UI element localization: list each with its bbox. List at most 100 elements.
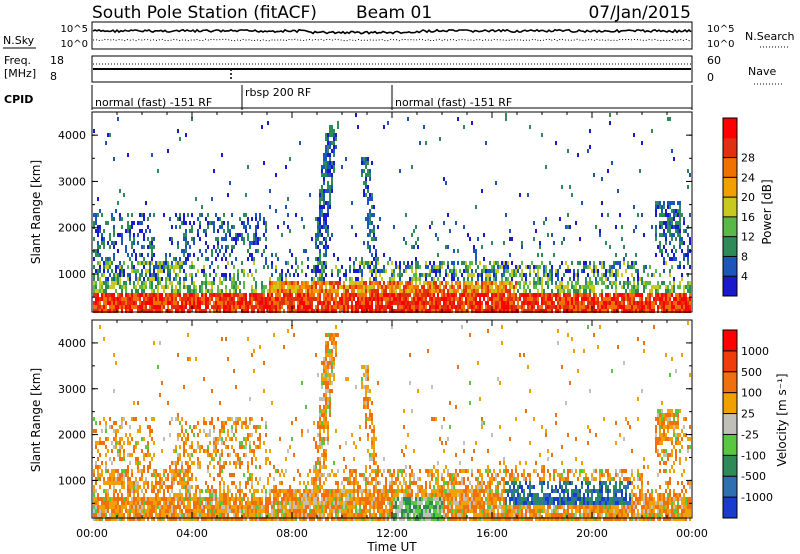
heatmap-cell xyxy=(439,261,441,265)
heatmap-cell xyxy=(431,269,433,273)
heatmap-cell xyxy=(217,245,219,249)
heatmap-cell xyxy=(155,493,157,497)
heatmap-cell xyxy=(369,197,371,201)
heatmap-cell xyxy=(473,305,475,309)
heatmap-cell xyxy=(215,273,217,277)
heatmap-cell xyxy=(471,285,473,289)
heatmap-cell xyxy=(181,481,183,485)
heatmap-cell xyxy=(519,297,521,301)
heatmap-cell xyxy=(293,273,295,277)
heatmap-cell xyxy=(143,233,145,237)
colorbar-swatch xyxy=(723,137,737,159)
heatmap-cell xyxy=(193,449,195,453)
heatmap-cell xyxy=(225,493,227,497)
heatmap-cell xyxy=(403,285,405,289)
heatmap-cell xyxy=(123,513,125,517)
heatmap-cell xyxy=(169,517,171,521)
heatmap-cell xyxy=(375,277,377,281)
heatmap-cell xyxy=(543,293,545,297)
heatmap-cell xyxy=(503,301,505,305)
heatmap-cell xyxy=(155,265,157,269)
heatmap-cell xyxy=(93,485,95,489)
heatmap-cell xyxy=(93,273,95,277)
heatmap-cell xyxy=(289,293,291,297)
heatmap-cell xyxy=(325,241,327,245)
heatmap-cell xyxy=(331,129,333,133)
heatmap-cell xyxy=(179,277,181,281)
heatmap-cell xyxy=(663,305,665,309)
heatmap-cell xyxy=(247,505,249,509)
heatmap-cell xyxy=(683,297,685,301)
heatmap-cell xyxy=(373,237,375,241)
heatmap-cell xyxy=(97,225,99,229)
heatmap-cell xyxy=(197,461,199,465)
heatmap-cell xyxy=(667,293,669,297)
heatmap-cell xyxy=(373,293,375,297)
heatmap-cell xyxy=(427,285,429,289)
heatmap-cell xyxy=(285,297,287,301)
heatmap-cell xyxy=(207,445,209,449)
heatmap-cell xyxy=(413,309,415,313)
heatmap-cell xyxy=(575,281,577,285)
heatmap-cell xyxy=(97,509,99,513)
heatmap-cell xyxy=(257,509,259,513)
heatmap-cell xyxy=(271,305,273,309)
heatmap-cell xyxy=(311,269,313,273)
heatmap-cell xyxy=(305,497,307,501)
heatmap-cell xyxy=(413,277,415,281)
heatmap-cell xyxy=(449,293,451,297)
heatmap-cell xyxy=(399,277,401,281)
heatmap-cell xyxy=(331,293,333,297)
heatmap-cell xyxy=(345,289,347,293)
heatmap-cell xyxy=(151,301,153,305)
heatmap-cell xyxy=(229,497,231,501)
heatmap-cell xyxy=(673,253,675,257)
heatmap-cell xyxy=(343,285,345,289)
heatmap-cell xyxy=(181,513,183,517)
heatmap-cell xyxy=(277,469,279,473)
heatmap-cell xyxy=(137,241,139,245)
heatmap-cell xyxy=(219,501,221,505)
heatmap-cell xyxy=(423,285,425,289)
heatmap-cell xyxy=(101,257,103,261)
heatmap-cell xyxy=(293,289,295,293)
heatmap-cell xyxy=(341,293,343,297)
heatmap-cell xyxy=(133,293,135,297)
heatmap-cell xyxy=(527,305,529,309)
heatmap-cell xyxy=(603,261,605,265)
heatmap-cell xyxy=(147,469,149,473)
heatmap-cell xyxy=(131,297,133,301)
heatmap-cell xyxy=(367,201,369,205)
heatmap-cell xyxy=(399,293,401,297)
heatmap-cell xyxy=(557,301,559,305)
heatmap-cell xyxy=(205,289,207,293)
heatmap-cell xyxy=(609,121,611,125)
heatmap-cell xyxy=(159,341,161,345)
heatmap-cell xyxy=(289,445,291,449)
heatmap-cell xyxy=(231,249,233,253)
heatmap-cell xyxy=(441,261,443,265)
heatmap-cell xyxy=(437,293,439,297)
heatmap-cell xyxy=(209,509,211,513)
heatmap-cell xyxy=(509,305,511,309)
heatmap-cell xyxy=(143,497,145,501)
heatmap-cell xyxy=(295,289,297,293)
heatmap-cell xyxy=(105,305,107,309)
heatmap-cell xyxy=(181,297,183,301)
heatmap-cell xyxy=(169,505,171,509)
heatmap-cell xyxy=(119,453,121,457)
heatmap-cell xyxy=(133,489,135,493)
heatmap-cell xyxy=(97,301,99,305)
heatmap-cell xyxy=(157,289,159,293)
heatmap-cell xyxy=(297,297,299,301)
heatmap-cell xyxy=(569,305,571,309)
heatmap-cell xyxy=(137,469,139,473)
heatmap-cell xyxy=(429,285,431,289)
heatmap-cell xyxy=(567,293,569,297)
heatmap-cell xyxy=(683,253,685,257)
heatmap-cell xyxy=(93,509,95,513)
heatmap-cell xyxy=(229,309,231,313)
heatmap-cell xyxy=(227,261,229,265)
heatmap-cell xyxy=(337,257,339,261)
heatmap-cell xyxy=(673,225,675,229)
